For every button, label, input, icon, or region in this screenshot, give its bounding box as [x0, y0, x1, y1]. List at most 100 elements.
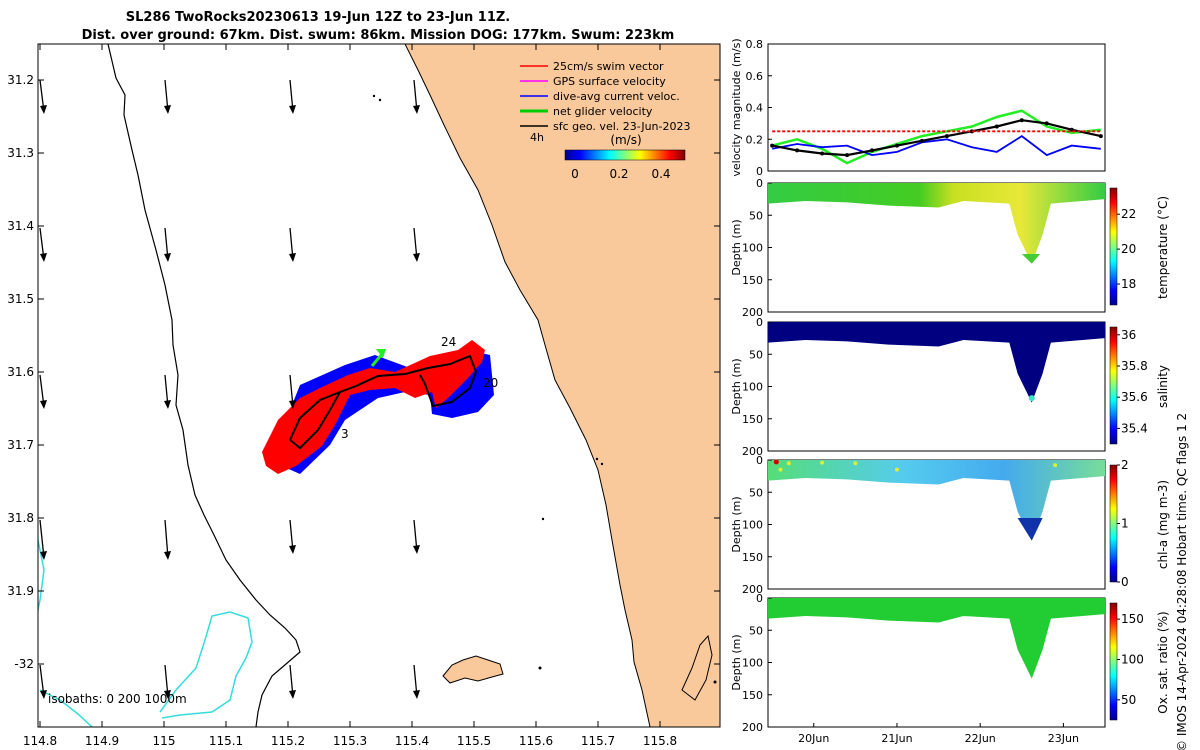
geo-arrow-head — [289, 105, 296, 114]
section-data-field — [768, 460, 1105, 541]
net-glider-velocity-arrowhead — [376, 349, 386, 358]
velocity-ylabel: velocity magnitude (m/s) — [730, 38, 743, 176]
colorbar-tick: 0 — [1121, 575, 1129, 589]
velocity-point — [770, 143, 775, 148]
time-tick: 23Jun — [1048, 732, 1079, 745]
section-ytick: 150 — [742, 413, 763, 426]
section-data-field — [768, 598, 1105, 679]
map-lat-tick: 31.8 — [7, 511, 34, 525]
map-lat-tick: 31.4 — [7, 219, 34, 233]
legend-time-scale: 4h — [530, 131, 544, 144]
geo-arrow-head — [164, 105, 171, 114]
map-lon-tick: 115.4 — [395, 734, 429, 748]
map-panel: 31.2 31.3 31.4 31.5 31.6 31.7 31.8 31.9 -32 114.8… — [7, 43, 721, 748]
map-lon-tick: 115.3 — [333, 734, 367, 748]
velocity-ytick: 0.2 — [746, 133, 764, 146]
section-ytick: 150 — [742, 689, 763, 702]
velocity-point — [795, 148, 800, 153]
time-tick: 21Jun — [881, 732, 912, 745]
isobath-200m — [107, 44, 301, 727]
velocity-point — [1044, 121, 1049, 126]
section-feature — [1028, 395, 1035, 402]
geo-arrow-head — [413, 253, 420, 262]
geo-arrow-head — [164, 551, 171, 560]
section-panel-0: 0 50 100 150 200 Depth (m) 18 20 22 temperature (… — [730, 177, 1170, 319]
velocity-point — [820, 151, 825, 156]
geo-arrow-head — [289, 400, 296, 409]
map-lat-tick: 31.6 — [7, 365, 34, 379]
geo-arrow-head — [413, 105, 420, 114]
section-ytick: 0 — [756, 592, 763, 605]
velocity-point — [870, 148, 875, 153]
section-feature — [1021, 253, 1041, 264]
figure-title-line2: Dist. over ground: 67km. Dist. swum: 86k… — [82, 28, 675, 43]
colorbar-tick: 18 — [1121, 277, 1136, 291]
velocity-series-2 — [771, 119, 1102, 157]
section-ytick: 100 — [742, 657, 763, 670]
geo-arrow-head — [289, 690, 296, 699]
velocity-ytick: 0.4 — [746, 102, 764, 115]
colorbar-tick: 100 — [1121, 652, 1144, 666]
map-lat-tick: -32 — [14, 657, 34, 671]
colorbar-tick: 36 — [1121, 328, 1136, 342]
map-lon-tick: 114.8 — [23, 734, 57, 748]
section-feature — [1017, 518, 1043, 541]
section-panel-3: 0 50 100 150 200 Depth (m) 50 100 150 Ox. sat. ra… — [730, 592, 1170, 734]
section-ytick: 150 — [742, 274, 763, 287]
colorbar-label: salinity — [1156, 365, 1170, 408]
section-ytick: 0 — [756, 177, 763, 190]
section-feature — [894, 467, 899, 472]
map-colorbar-tick-2: 0.4 — [651, 167, 670, 181]
map-legend: 25cm/s swim vector GPS surface velocity … — [520, 60, 690, 181]
land-mass — [404, 44, 720, 727]
geostrophic-velocity-arrows — [39, 79, 420, 699]
map-lat-tick: 31.2 — [7, 73, 34, 87]
legend-geo: sfc geo. vel. 23-Jun-2023 — [553, 120, 690, 133]
map-lon-tick: 115.5 — [457, 734, 491, 748]
isobaths-label: isobaths: 0 200 1000m — [48, 692, 187, 706]
velocity-point — [1098, 134, 1103, 139]
colorbar-tick: 35.6 — [1121, 390, 1148, 404]
velocity-point — [919, 138, 924, 143]
colorbar-tick: 35.4 — [1121, 421, 1148, 435]
colorbar-label: Ox. sat. ratio (%) — [1156, 611, 1170, 713]
section-colorbar — [1109, 602, 1118, 721]
legend-net: net glider velocity — [553, 105, 653, 118]
section-panel-1: 0 50 100 150 200 Depth (m) 35.4 35.6 35.8 36 salin… — [730, 316, 1170, 458]
geo-arrow-head — [40, 253, 47, 262]
geo-arrow-head — [40, 105, 47, 114]
map-lat-tick: 31.5 — [7, 292, 34, 306]
legend-current: dive-avg current veloc. — [553, 90, 680, 103]
section-ytick: 0 — [756, 316, 763, 329]
section-ytick: 50 — [749, 486, 763, 499]
map-axis-ticks: 31.2 31.3 31.4 31.5 31.6 31.7 31.8 31.9 -32 114.8… — [7, 44, 720, 748]
section-feature — [786, 461, 791, 466]
figure-title-line1: SL286 TwoRocks20230613 19-Jun 12Z to 23-… — [126, 10, 511, 25]
section-ytick: 100 — [742, 519, 763, 532]
geo-arrow-head — [164, 400, 171, 409]
map-colorbar-label: (m/s) — [610, 133, 641, 147]
colorbar-tick: 50 — [1121, 693, 1136, 707]
geo-arrow-head — [413, 690, 420, 699]
section-ylabel: Depth (m) — [730, 496, 743, 552]
section-ytick: 50 — [749, 209, 763, 222]
section-ytick: 200 — [742, 306, 763, 319]
colorbar-tick: 22 — [1121, 207, 1136, 221]
map-lat-tick: 31.3 — [7, 146, 34, 160]
velocity-series-1 — [772, 135, 1101, 157]
legend-gps: GPS surface velocity — [553, 75, 666, 88]
colorbar-label: temperature (°C) — [1156, 196, 1170, 299]
section-ytick: 50 — [749, 624, 763, 637]
colorbar-tick: 2 — [1121, 458, 1129, 472]
geo-arrow-head — [40, 690, 47, 699]
map-lon-tick: 115.7 — [581, 734, 615, 748]
colorbar-tick: 1 — [1121, 517, 1129, 531]
track-line — [289, 354, 478, 450]
section-data-field — [768, 183, 1105, 264]
geo-arrow-head — [289, 253, 296, 262]
section-colorbar — [1109, 326, 1118, 445]
section-panel-2: 0 50 100 150 200 Depth (m) 0 1 2 chl-a (mg m-3) — [730, 454, 1170, 596]
time-tick: 22Jun — [965, 732, 996, 745]
map-lon-tick: 115.8 — [643, 734, 677, 748]
map-lon-tick: 115.6 — [519, 734, 553, 748]
